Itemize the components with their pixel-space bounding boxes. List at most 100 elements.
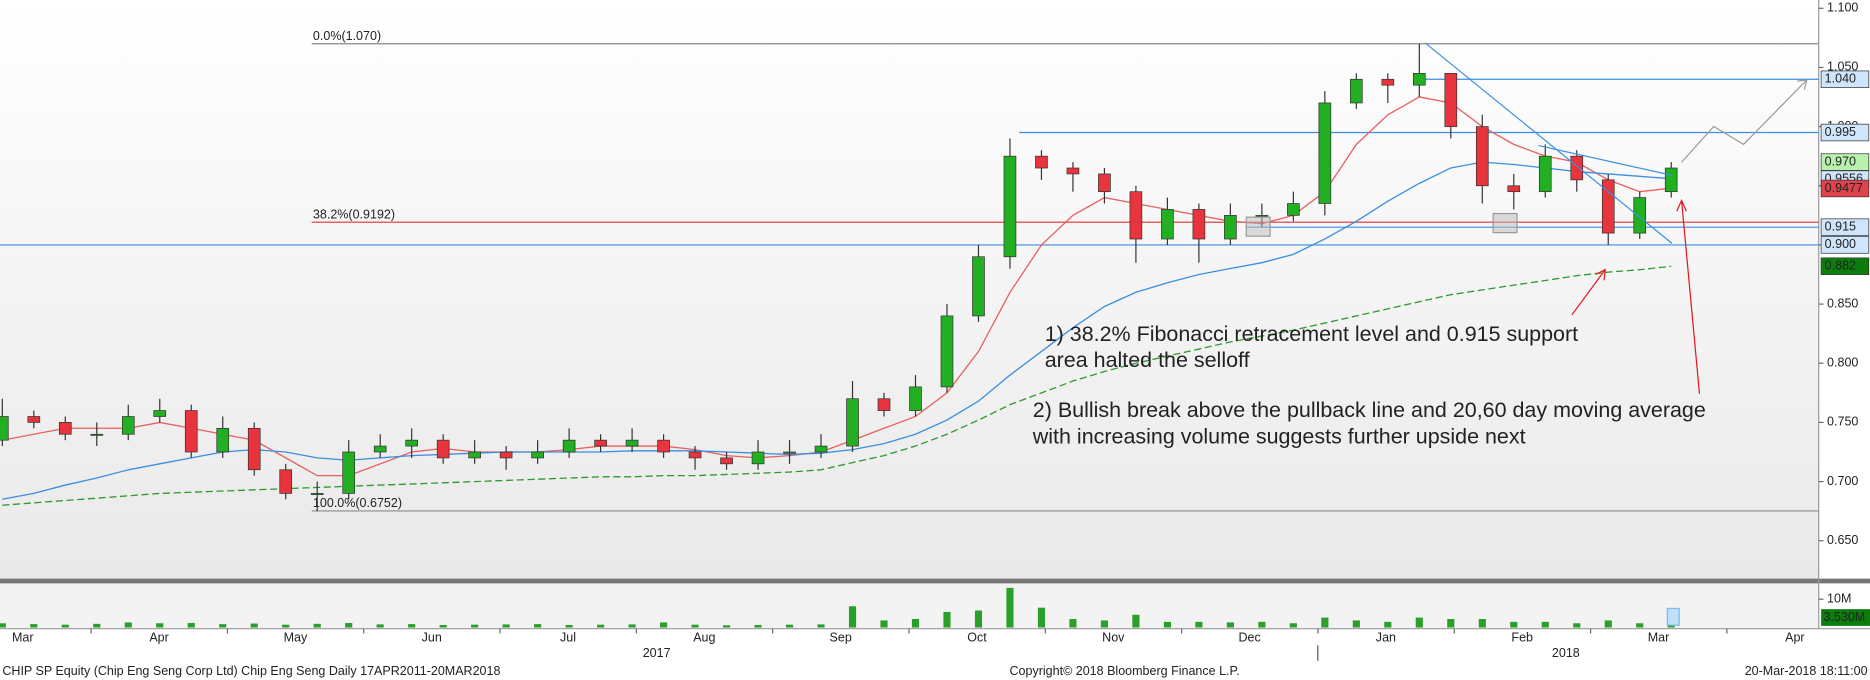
candle-body xyxy=(216,427,230,453)
volume-bar xyxy=(1478,619,1486,628)
volume-bar xyxy=(1541,621,1549,628)
price-panel xyxy=(0,0,1819,579)
arrow xyxy=(1571,269,1606,316)
volume-bar xyxy=(974,610,983,628)
pullback-line xyxy=(1538,144,1673,176)
volume-bar xyxy=(1100,620,1109,628)
volume-bar xyxy=(1447,619,1455,628)
candle-body xyxy=(153,410,167,417)
x-tick-label: May xyxy=(284,631,308,645)
candle-body xyxy=(279,469,293,494)
volume-tag-label: 3.530M xyxy=(1823,610,1865,624)
price-tag-label: 0.9477 xyxy=(1825,181,1863,195)
price-tag-label: 0.882 xyxy=(1825,259,1856,273)
volume-bar xyxy=(1226,622,1234,628)
candle-body xyxy=(783,451,796,454)
x-tick-label: Mar xyxy=(1648,631,1670,645)
volume-bar xyxy=(754,624,762,628)
volume-bar xyxy=(1163,621,1171,628)
candle-body xyxy=(562,439,576,453)
price-tag xyxy=(1820,123,1870,142)
price-tag-label: 0.900 xyxy=(1825,237,1856,251)
candle-body xyxy=(1066,167,1080,175)
price-tag xyxy=(1820,70,1870,88)
candle-body xyxy=(90,433,104,436)
candle-body xyxy=(58,422,72,435)
volume-bar xyxy=(30,624,38,628)
volume-bar xyxy=(880,620,888,628)
annotation: 2) Bullish break above the pullback line… xyxy=(1033,398,1706,422)
volume-bar xyxy=(376,624,384,628)
candle-body xyxy=(1664,167,1678,193)
candle-body xyxy=(1224,214,1237,240)
support-box xyxy=(1492,212,1518,234)
candle-body xyxy=(121,416,135,435)
volume-highlight xyxy=(1666,607,1680,626)
y-tick-label: 0.650 xyxy=(1827,533,1858,547)
candle-body xyxy=(877,398,891,411)
y-tick-label: 1.050 xyxy=(1827,60,1858,74)
footer-center: Copyright© 2018 Bloomberg Finance L.P. xyxy=(1010,664,1240,678)
volume-bar xyxy=(722,625,731,628)
volume-bar xyxy=(691,624,699,628)
x-tick-label: Mar xyxy=(12,631,34,645)
x-tick-label: Jul xyxy=(560,631,576,645)
candle-body xyxy=(27,416,41,423)
volume-bar xyxy=(785,624,794,628)
volume-bar xyxy=(439,624,447,628)
volume-bar xyxy=(1006,587,1014,628)
volume-bar xyxy=(1037,607,1046,628)
candle-body xyxy=(751,451,765,465)
x-tick-label: Sep xyxy=(830,631,852,645)
candle-body xyxy=(1192,209,1206,240)
candle-body xyxy=(468,451,481,459)
panel-separator xyxy=(0,578,1870,584)
fib-label: 100.0%(0.6752) xyxy=(313,496,402,510)
volume-bar xyxy=(502,624,510,628)
volume-bar xyxy=(61,624,69,628)
volume-bar xyxy=(597,624,605,628)
volume-bar xyxy=(1195,621,1203,628)
candle-body xyxy=(909,386,922,411)
y-tick-label: 0.750 xyxy=(1827,415,1858,429)
volume-bar xyxy=(1415,617,1423,628)
volume-bar xyxy=(93,623,101,628)
price-tag xyxy=(1820,236,1870,254)
x-tick-label: Apr xyxy=(1785,631,1804,645)
candle-body xyxy=(1570,155,1584,181)
candle-body xyxy=(940,315,954,388)
volume-bar xyxy=(282,624,290,628)
support-box xyxy=(1245,216,1271,237)
candle-body xyxy=(720,457,733,465)
y-tick-label: 0.700 xyxy=(1827,474,1858,488)
volume-bar xyxy=(1573,623,1581,628)
annotation: with increasing volume suggests further … xyxy=(1032,424,1526,448)
volume-bar xyxy=(628,624,636,628)
arrow xyxy=(1680,200,1701,394)
volume-tag xyxy=(1821,609,1870,626)
projection-arrowhead xyxy=(1797,79,1808,90)
candle-body xyxy=(814,445,828,453)
candle-body xyxy=(1475,126,1489,187)
candle-body xyxy=(1507,185,1521,193)
volume-bar xyxy=(1510,621,1518,628)
volume-bar xyxy=(1604,620,1612,628)
candle-body xyxy=(1601,179,1615,234)
volume-bar xyxy=(1289,623,1297,628)
arrowhead xyxy=(1595,268,1606,281)
x-tick-label: Nov xyxy=(1102,631,1125,645)
x-tick-label: Dec xyxy=(1238,631,1260,645)
moving-average xyxy=(2,96,1672,477)
volume-bar xyxy=(187,622,195,628)
candle-body xyxy=(657,439,670,453)
volume-tick-label: 10M xyxy=(1827,591,1851,605)
candle-body xyxy=(184,410,198,453)
volume-panel xyxy=(0,583,1819,629)
volume-bar xyxy=(471,624,479,628)
price-tag xyxy=(1820,257,1870,275)
candle-body xyxy=(1412,73,1426,86)
volume-bar xyxy=(1384,621,1392,628)
volume-bar xyxy=(345,622,353,628)
candle-body xyxy=(594,439,607,447)
